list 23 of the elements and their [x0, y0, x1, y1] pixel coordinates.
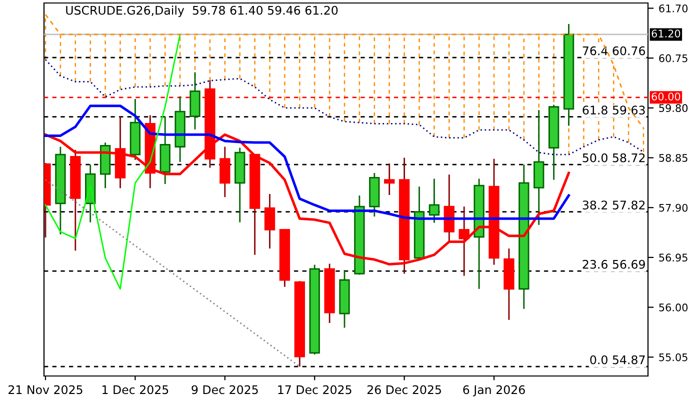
ref-line-label: 0.0 54.87 [590, 355, 645, 364]
x-tick-label: 1 Dec 2025 [102, 385, 168, 394]
y-tick-label: 59.80 [659, 104, 688, 112]
ref-line-label: 76.4 60.76 [582, 46, 646, 56]
x-tick-label: 9 Dec 2025 [192, 385, 258, 394]
y-tick-label: 58.85 [659, 154, 688, 162]
ref-line-label: 23.6 56.69 [582, 260, 645, 269]
y-tick-label: 57.90 [659, 204, 688, 212]
y-tick-label: 56.95 [659, 254, 688, 262]
ref-line-label: 61.20 [652, 30, 680, 38]
ref-line-label: 50.0 58.72 [582, 153, 645, 162]
chart-title: USCRUDE.G26,Daily 59.78 61.40 59.46 61.20 [66, 6, 338, 18]
x-tick-label: 21 Nov 2025 [8, 385, 82, 394]
ref-line-label: 60.00 [652, 92, 680, 100]
x-tick-label: 17 Dec 2025 [278, 385, 352, 394]
x-tick-label: 6 Jan 2026 [463, 385, 525, 396]
y-tick-label: 61.70 [659, 4, 688, 12]
y-tick-label: 60.75 [659, 54, 688, 62]
y-tick-label: 56.00 [659, 304, 688, 312]
x-tick-label: 26 Dec 2025 [367, 385, 441, 394]
ref-line-label: 61.8 59.63 [582, 106, 645, 115]
ref-line-label: 38.2 57.82 [582, 200, 645, 210]
y-tick-label: 55.05 [659, 353, 688, 362]
